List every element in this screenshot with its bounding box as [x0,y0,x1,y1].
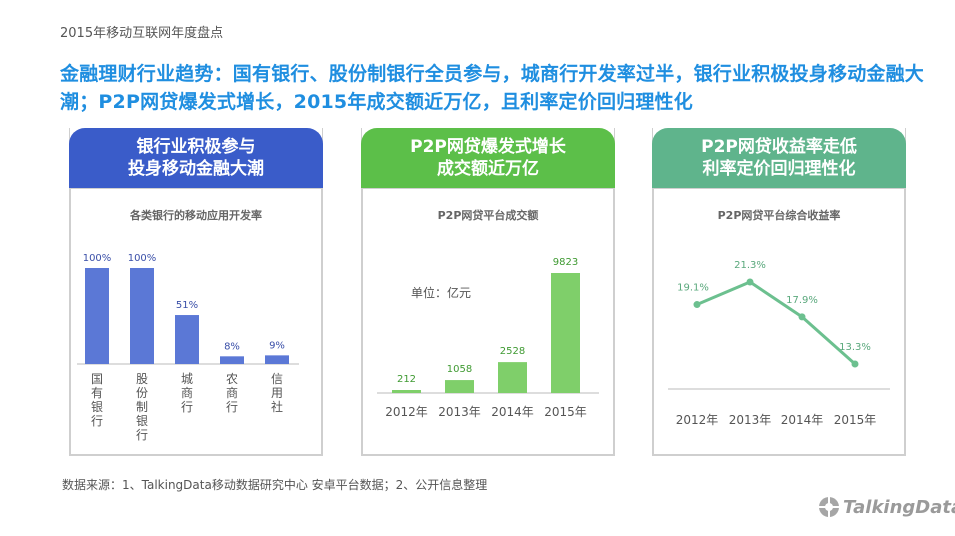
bank-category-label-4: 信用社 [271,372,283,414]
panel-p2p-volume-header: P2P网贷爆发式增长 成交额近万亿 [361,128,615,188]
panel-p2p-yield-header-line2: 利率定价回归理性化 [702,159,856,179]
bank-category-label-1: 股份制银行 [136,372,148,442]
bank-chart-title: 各类银行的移动应用开发率 [130,209,262,222]
p2p-yield-category-label-3: 2015年 [834,413,877,427]
p2p-volume-chart-title: P2P网贷平台成交额 [437,209,539,222]
p2p-volume-bar-label-3: 9823 [553,257,578,268]
p2p-yield-point-1 [746,278,754,286]
talkingdata-logo: TalkingData [818,496,955,518]
p2p-volume-category-label-1: 2013年 [438,405,481,419]
p2p-volume-bar-0 [392,390,421,393]
p2p-volume-bar-1 [445,380,474,393]
p2p-volume-unit-label: 单位：亿元 [411,285,471,300]
panel-bank-header-line2: 投身移动金融大潮 [128,159,264,179]
p2p-yield-chart: 19.1% 2012年 21.3% 2013年 17.9% 2014年 13.3% 2015年 [668,260,890,427]
p2p-volume-category-label-2: 2014年 [491,405,534,419]
bank-bar-label-0: 100% [83,253,112,264]
p2p-yield-point-3 [851,360,859,368]
p2p-yield-series-line [696,280,856,366]
bank-bar-1 [130,268,154,364]
p2p-yield-point-2 [798,313,806,321]
bank-bar-3 [220,356,244,364]
data-source-note: 数据来源：1、TalkingData移动数据研究中心 安卓平台数据；2、公开信息… [62,478,488,492]
panel-p2p-volume: P2P网贷爆发式增长 成交额近万亿 P2P网贷平台成交额 单位：亿元 212 201… [361,128,615,456]
panel-bank-header: 银行业积极参与 投身移动金融大潮 [69,128,323,188]
panel-p2p-yield-header-line1: P2P网贷收益率走低 [701,137,857,157]
bank-bar-label-1: 100% [128,253,157,264]
p2p-yield-point-label-2: 17.9% [786,295,818,306]
talkingdata-logo-text: TalkingData [843,496,955,518]
panel-p2p-yield-header: P2P网贷收益率走低 利率定价回归理性化 [652,128,906,188]
p2p-volume-category-label-0: 2012年 [385,405,428,419]
bank-bar-4 [265,355,289,364]
p2p-volume-bar-3 [551,273,580,393]
p2p-volume-bar-label-2: 2528 [500,346,525,357]
bank-category-label-2: 城商行 [181,372,193,414]
bank-category-label-0: 国有银行 [91,372,103,428]
p2p-yield-point-0 [693,301,701,309]
panel-bank: 银行业积极参与 投身移动金融大潮 各类银行的移动应用开发率 100% 国有银行 10… [69,128,323,456]
bank-dev-rate-chart: 100% 国有银行 100% 股份制银行 51% 城商行 8% 农商行 9% 信用社 [77,253,299,442]
bank-category-label-3: 农商行 [226,372,238,414]
panel-bank-header-line1: 银行业积极参与 [136,137,256,157]
p2p-volume-bar-label-0: 212 [397,374,416,385]
panel-p2p-yield: P2P网贷收益率走低 利率定价回归理性化 P2P网贷平台综合收益率 19.1% 2… [652,128,906,456]
p2p-yield-point-label-3: 13.3% [839,342,871,353]
p2p-yield-chart-title: P2P网贷平台综合收益率 [717,209,841,222]
panel-p2p-volume-body: P2P网贷平台成交额 单位：亿元 212 2012年 1058 2013年 2528 201… [362,188,614,455]
report-label: 2015年移动互联网年度盘点 [60,26,224,41]
panel-p2p-volume-header-line2: 成交额近万亿 [437,159,539,179]
p2p-yield-category-label-1: 2013年 [729,413,772,427]
p2p-yield-category-label-2: 2014年 [781,413,824,427]
p2p-yield-point-label-1: 21.3% [734,260,766,271]
bank-bar-0 [85,268,109,364]
p2p-volume-chart: 单位：亿元 212 2012年 1058 2013年 2528 2014年 9823 2015年 [377,257,599,419]
headline: 金融理财行业趋势：国有银行、股份制银行全员参与，城商行开发率过半，银行业积极投身… [60,63,925,113]
bank-bar-label-2: 51% [176,300,198,311]
p2p-yield-category-label-0: 2012年 [676,413,719,427]
bank-bar-2 [175,315,199,364]
panel-bank-body: 各类银行的移动应用开发率 100% 国有银行 100% 股份制银行 51% 城商行 8% 农商… [70,188,322,455]
p2p-volume-category-label-3: 2015年 [544,405,587,419]
p2p-volume-bar-label-1: 1058 [447,364,472,375]
panel-p2p-volume-header-line1: P2P网贷爆发式增长 [410,137,566,157]
p2p-yield-point-label-0: 19.1% [677,283,709,294]
p2p-volume-bar-2 [498,362,527,393]
panel-p2p-yield-body: P2P网贷平台综合收益率 19.1% 2012年 21.3% 2013年 17.9% 20… [653,188,905,455]
talkingdata-logo-icon [819,497,839,517]
bank-bar-label-4: 9% [269,340,285,351]
bank-bar-label-3: 8% [224,341,240,352]
